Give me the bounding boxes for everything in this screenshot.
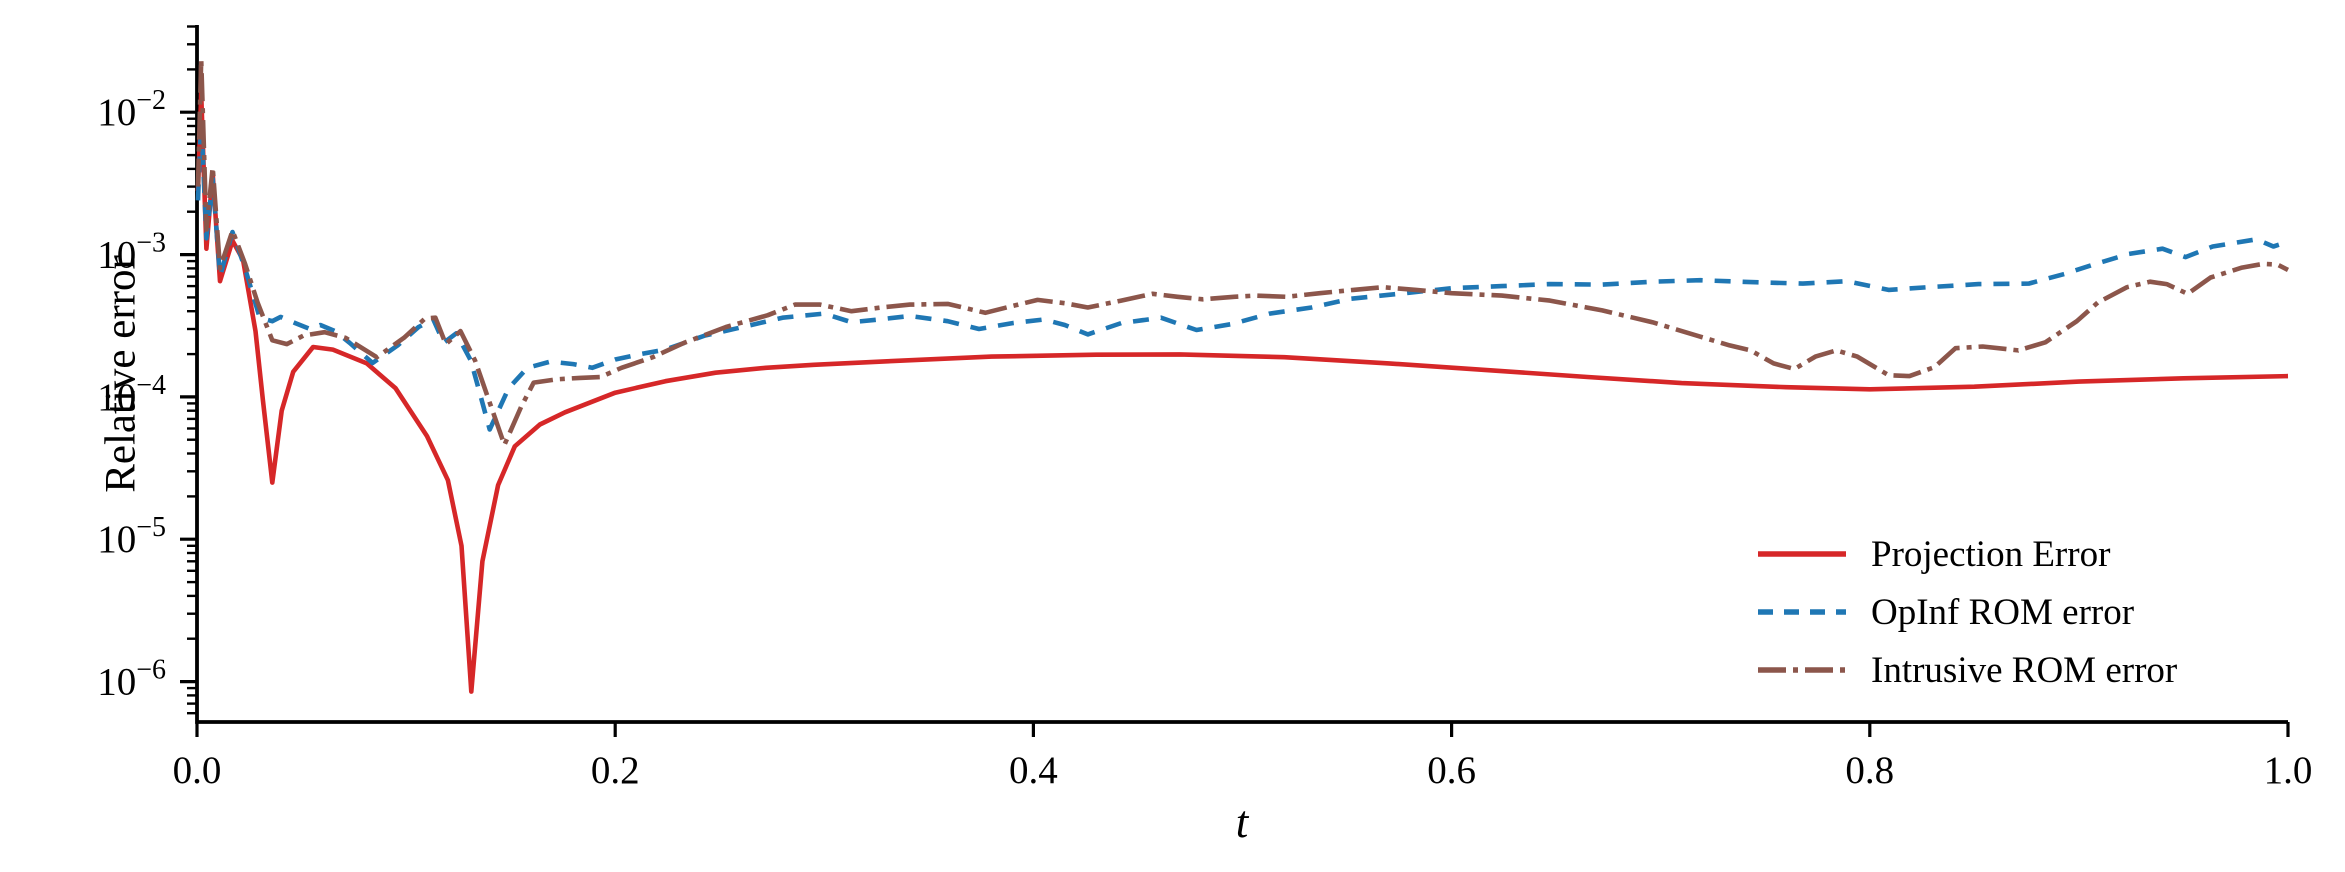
legend-row-intrusive-rom-error: Intrusive ROM error bbox=[1756, 641, 2316, 699]
y-axis-tick-label: 10−3 bbox=[97, 228, 166, 277]
x-axis-label: t bbox=[1235, 797, 1249, 847]
y-axis-label: Relative error bbox=[97, 255, 145, 493]
y-axis-tick-label: 10−2 bbox=[97, 85, 166, 134]
legend-row-opinf-rom-error: OpInf ROM error bbox=[1756, 583, 2316, 641]
legend-label-projection-error: Projection Error bbox=[1871, 533, 2111, 575]
legend-label-opinf-rom-error: OpInf ROM error bbox=[1871, 591, 2135, 633]
y-axis-tick-label: 10−4 bbox=[97, 370, 166, 419]
legend: Projection Error OpInf ROM error Intrusi… bbox=[1756, 525, 2316, 699]
legend-label-intrusive-rom-error: Intrusive ROM error bbox=[1871, 649, 2178, 691]
axis-spines bbox=[195, 25, 2288, 724]
legend-sample-dashdot-line-icon bbox=[1758, 667, 1846, 673]
series-intrusive-rom-error-line bbox=[195, 57, 2290, 448]
x-axis-tick-label: 0.0 bbox=[173, 749, 222, 792]
y-axis-tick-label: 10−6 bbox=[97, 655, 166, 704]
y-axis-tick-label: 10−5 bbox=[97, 512, 166, 561]
x-axis-tick-label: 0.4 bbox=[1009, 749, 1058, 792]
x-axis-tick-label: 0.8 bbox=[1845, 749, 1894, 792]
series-opinf-rom-error-line bbox=[195, 116, 2289, 432]
legend-sample-dashed-line-icon bbox=[1758, 609, 1846, 615]
x-axis-tick-label: 0.2 bbox=[591, 749, 640, 792]
x-axis-tick-label: 1.0 bbox=[2264, 749, 2313, 792]
legend-sample-solid-line-icon bbox=[1758, 551, 1846, 557]
x-axis-tick-label: 0.6 bbox=[1427, 749, 1476, 792]
legend-row-projection-error: Projection Error bbox=[1756, 525, 2316, 583]
series-projection-error-line bbox=[195, 91, 2289, 694]
